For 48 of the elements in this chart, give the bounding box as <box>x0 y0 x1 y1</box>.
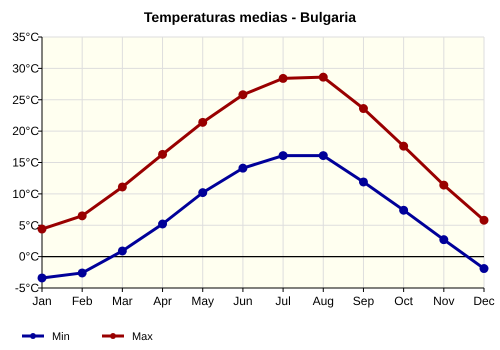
point <box>78 211 87 220</box>
point <box>38 224 46 234</box>
point <box>399 206 408 215</box>
x-tick-label: Jul <box>275 294 291 308</box>
x-tick-label: May <box>191 294 214 308</box>
point <box>358 177 368 186</box>
point <box>358 104 368 114</box>
y-tick-label: 15°C <box>12 156 40 170</box>
point <box>399 142 408 151</box>
point <box>480 264 488 274</box>
y-tick-label: 30°C <box>12 61 40 76</box>
point <box>158 219 168 228</box>
point <box>480 216 488 225</box>
chart-title: Temperaturas medias - Bulgaria <box>144 9 356 25</box>
x-tick-label: Apr <box>153 294 172 308</box>
point <box>198 188 208 198</box>
point <box>78 268 87 278</box>
point <box>278 74 288 83</box>
point <box>318 72 328 82</box>
point <box>38 273 46 282</box>
point <box>318 151 328 160</box>
point <box>238 90 248 100</box>
x-tick-label: Jan <box>32 294 52 308</box>
x-tick-label: Sep <box>352 294 374 308</box>
point <box>238 164 248 173</box>
point <box>118 182 127 192</box>
point <box>118 246 127 256</box>
point <box>439 180 448 190</box>
x-tick-label: Aug <box>312 294 334 308</box>
point <box>278 151 288 160</box>
point <box>198 118 208 127</box>
y-tick-label: 25°C <box>12 92 40 107</box>
x-tick-label: Oct <box>394 294 414 308</box>
y-tick-label: 0°C <box>18 250 40 264</box>
x-tick-label: Feb <box>72 294 93 308</box>
point <box>158 150 168 159</box>
x-tick-label: Dec <box>473 294 495 308</box>
y-tick-label: 35°C <box>12 30 40 44</box>
y-tick-label: 5°C <box>18 218 40 232</box>
y-tick-label: 20°C <box>12 124 40 138</box>
x-tick-label: Mar <box>112 294 133 308</box>
point <box>439 235 448 244</box>
x-tick-label: Jun <box>233 294 253 308</box>
x-tick-label: Nov <box>433 294 454 308</box>
legend-label: Min <box>52 331 70 343</box>
y-tick-label: -5°C <box>14 281 40 295</box>
legend-label: Max <box>132 331 154 343</box>
y-tick-label: 10°C <box>12 186 40 201</box>
